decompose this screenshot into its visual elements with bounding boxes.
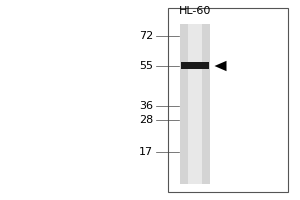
Text: 55: 55 bbox=[139, 61, 153, 71]
Polygon shape bbox=[214, 61, 226, 71]
Text: 17: 17 bbox=[139, 147, 153, 157]
Bar bbox=[180, 24, 210, 184]
Bar bbox=[168, 8, 288, 192]
Bar bbox=[181, 62, 209, 69]
Text: HL-60: HL-60 bbox=[179, 6, 211, 16]
Text: 72: 72 bbox=[139, 31, 153, 41]
Text: 36: 36 bbox=[139, 101, 153, 111]
Bar bbox=[188, 24, 202, 184]
Text: 28: 28 bbox=[139, 115, 153, 125]
